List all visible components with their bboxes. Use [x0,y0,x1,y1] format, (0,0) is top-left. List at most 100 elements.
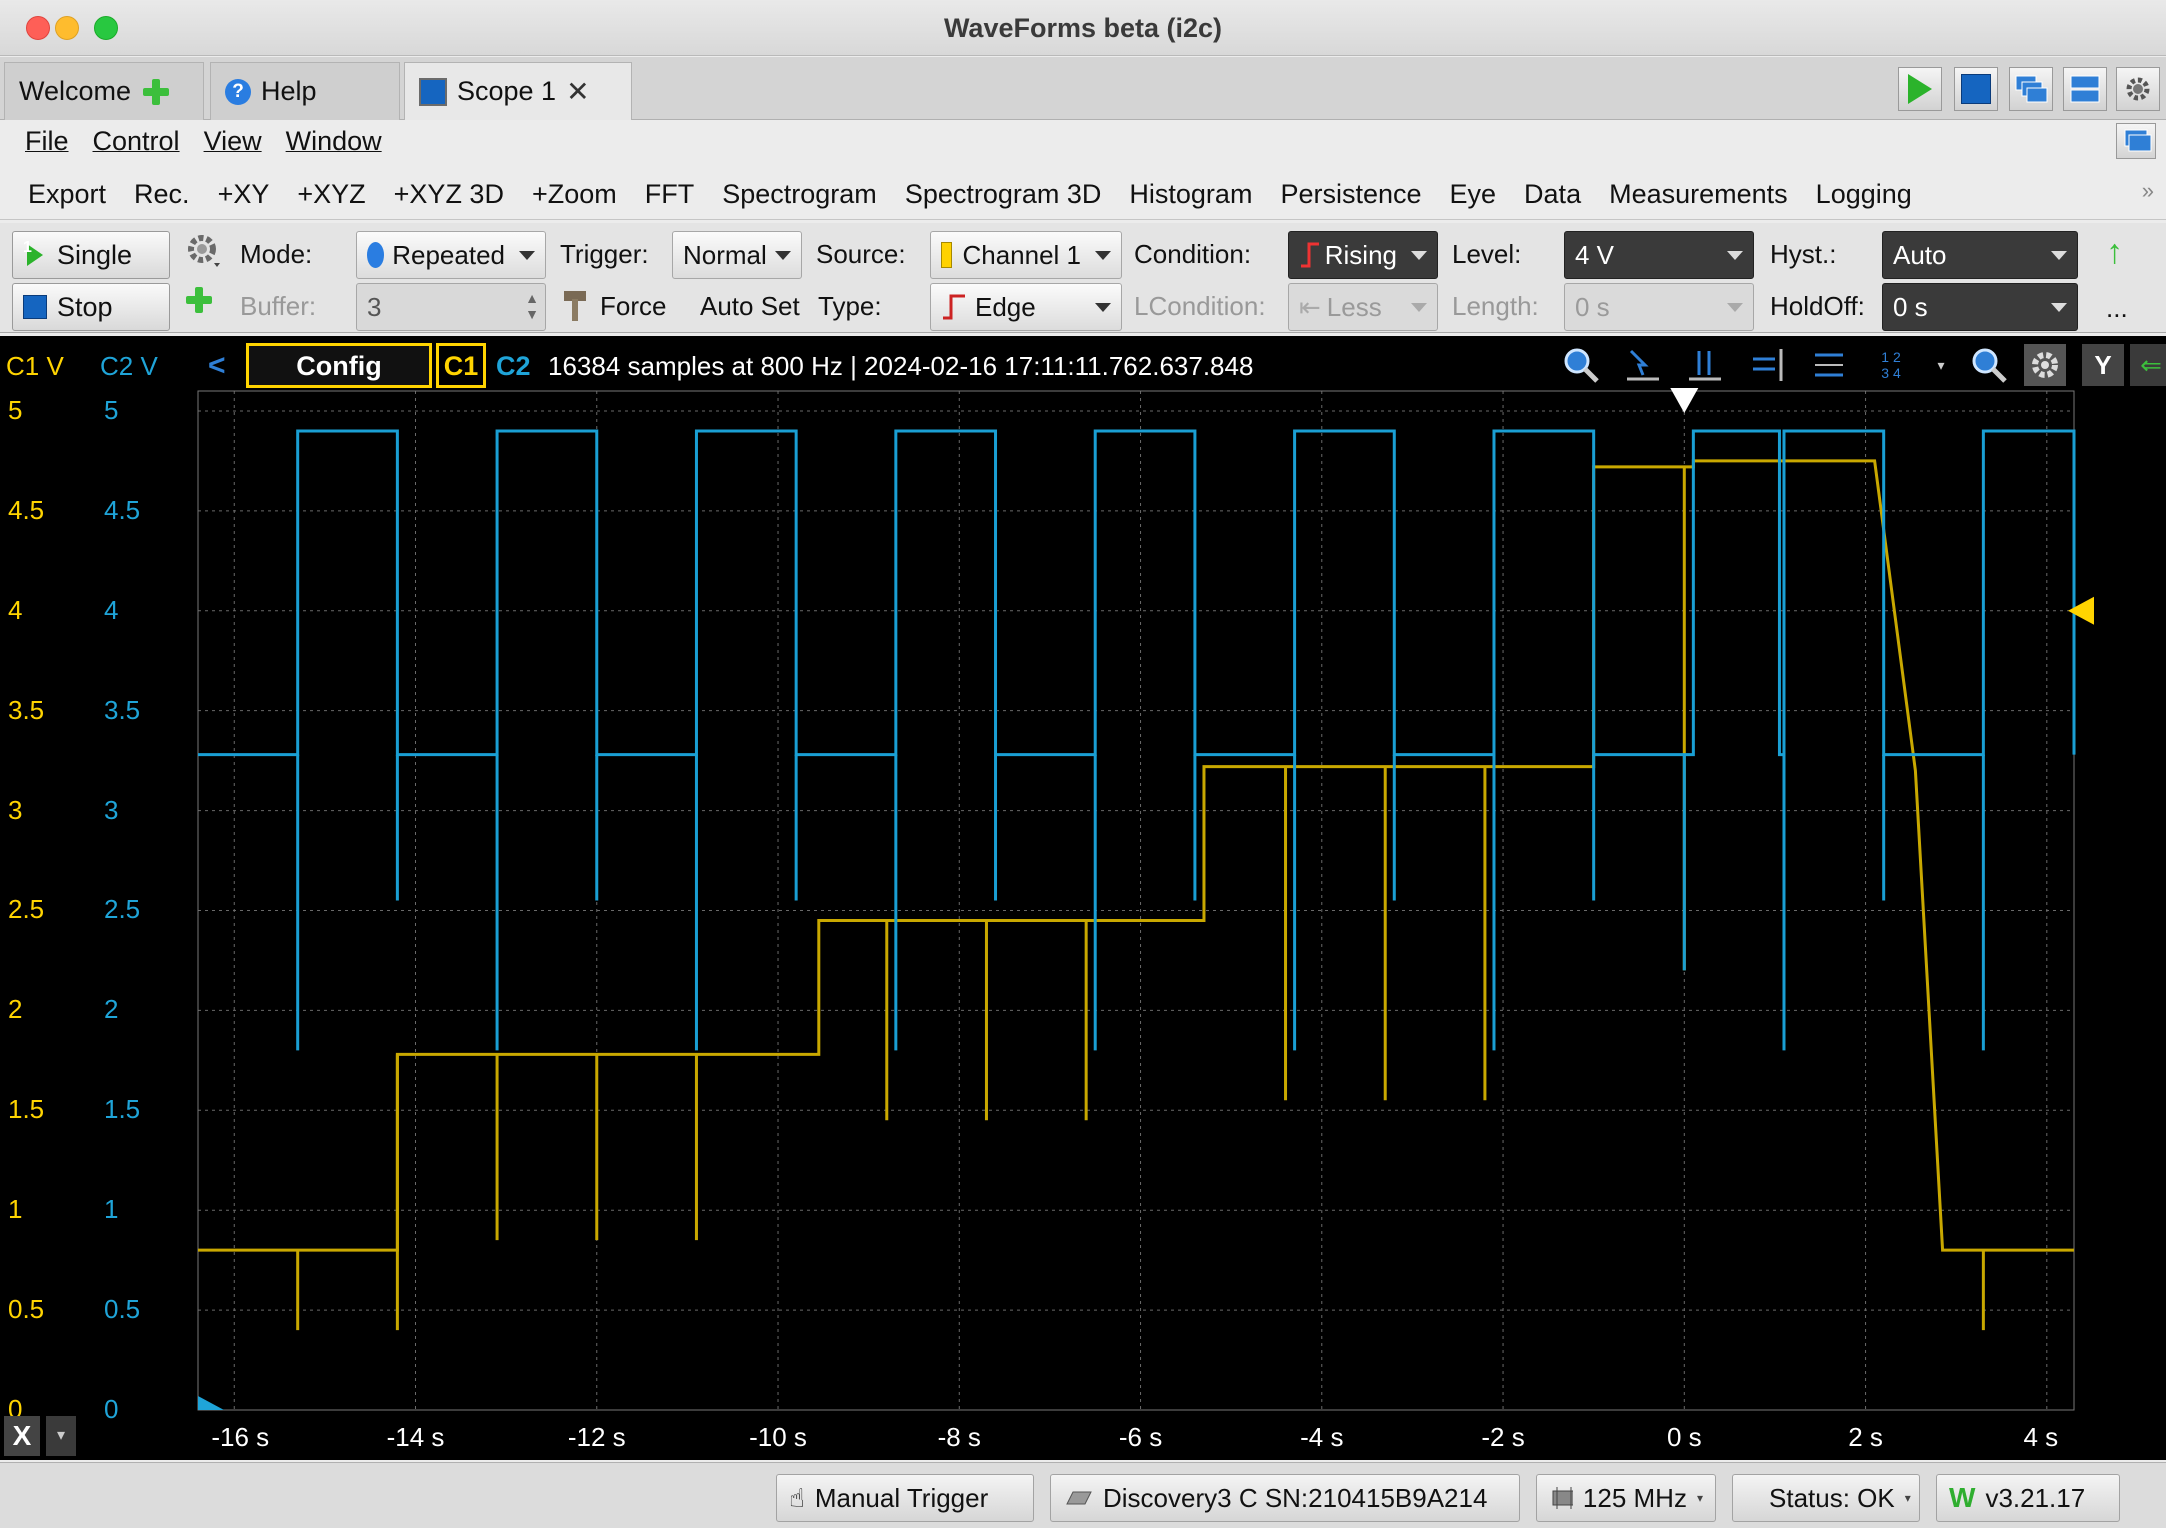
channel-2-tag[interactable]: C2 [496,351,531,381]
cursor-icon[interactable] [1622,344,1664,386]
window-title: WaveForms beta (i2c) [943,13,1223,43]
trigger-position-marker [1670,388,1699,413]
force-button[interactable]: Force [600,291,667,321]
c2-y-tick: 1.5 [104,1094,141,1125]
tab-scope-1[interactable]: Scope 1 ✕ [404,62,632,120]
settings-gear-icon[interactable] [2116,67,2160,111]
status-indicator[interactable]: Status: OK ▾ [1732,1474,1920,1522]
tool-fft[interactable]: FFT [644,179,695,209]
y-axis-button[interactable]: Y [2082,344,2124,386]
tool-spectrogram[interactable]: Spectrogram [722,179,877,209]
c2-units-label: C2 V [100,351,158,381]
zoom-out-icon[interactable] [1968,344,2010,386]
tile-windows-icon[interactable] [2063,67,2107,111]
mode-gear-icon[interactable] [184,231,224,285]
x-axis-button[interactable]: X [4,1416,40,1456]
x-axis-dropdown-icon[interactable]: ▾ [46,1416,76,1456]
type-select[interactable]: Edge [930,283,1122,331]
maximize-window-button[interactable] [94,16,118,40]
version-label: v3.21.17 [1985,1482,2086,1513]
zoom-icon[interactable] [1560,344,1602,386]
collapse-left-icon[interactable]: < [208,349,226,382]
minimize-window-button[interactable] [55,16,79,40]
arrow-up-icon[interactable]: ↑ [2106,233,2123,271]
source-select[interactable]: Channel 1 [930,231,1122,279]
vertical-cursor-icon[interactable] [1684,344,1726,386]
tab-help[interactable]: ? Help [210,62,400,120]
condition-select[interactable]: Rising [1288,231,1438,279]
tool-data[interactable]: Data [1524,179,1582,209]
force-hammer-icon[interactable] [562,283,592,337]
close-window-button[interactable] [26,16,50,40]
single-button-label: Single [57,239,133,270]
tool-xy[interactable]: +XY [217,179,270,209]
lcondition-select[interactable]: ⇤ Less [1288,283,1438,331]
tool-xyz[interactable]: +XYZ [297,179,366,209]
channel-1-tag[interactable]: C1 [436,343,486,388]
waveform-plot[interactable] [0,336,2166,1460]
version-button[interactable]: W v3.21.17 [1936,1474,2120,1522]
x-tick: 2 s [1848,1422,1883,1452]
tool-spectrogram-3d[interactable]: Spectrogram 3D [904,179,1102,209]
hyst-input[interactable]: Auto [1882,231,2078,279]
menu-bar: File Control View Window [0,121,2166,161]
menu-window[interactable]: Window [285,126,382,156]
auto-set-button[interactable]: Auto Set [700,291,800,321]
lcondition-value: Less [1326,291,1382,322]
plus-icon[interactable] [141,77,171,107]
add-icon[interactable] [184,283,214,329]
x-tick: -10 s [749,1422,807,1452]
mode-select[interactable]: Repeated [356,231,546,279]
buffer-spinbox[interactable]: 3 ▲ ▼ [356,283,546,331]
x-tick: -8 s [937,1422,981,1452]
trigger-control-panel: 1 Single Stop Mode: Buffer: Repeated 3 ▲… [0,223,2166,333]
cascade-windows-icon[interactable] [2009,67,2053,111]
scope-settings-gear-icon[interactable] [2024,344,2066,386]
tool-export[interactable]: Export [28,179,107,209]
c1-units-label: C1 V [6,351,64,381]
tool-xyz-3d[interactable]: +XYZ 3D [393,179,504,209]
horizontal-cursor-icon[interactable] [1746,344,1788,386]
run-icon[interactable] [1898,67,1942,111]
spin-arrows-icon[interactable]: ▲ ▼ [525,290,539,322]
tool-record[interactable]: Rec. [134,179,190,209]
manual-trigger-button[interactable]: ☝ Manual Trigger [776,1474,1034,1522]
menu-file[interactable]: File [25,126,69,156]
clock-select[interactable]: 125 MHz ▾ [1536,1474,1716,1522]
dropdown-arrow-icon[interactable]: ▾ [1937,356,1945,373]
manual-trigger-label: Manual Trigger [814,1482,989,1513]
expand-right-icon[interactable]: ⇐ [2130,344,2166,386]
config-button[interactable]: Config [246,343,432,388]
tool-zoom[interactable]: +Zoom [531,179,617,209]
tool-logging[interactable]: Logging [1815,179,1912,209]
repeat-icon [367,242,385,268]
overflow-chevron-icon[interactable]: » [2141,178,2154,203]
menu-control[interactable]: Control [92,126,180,156]
trigger-mode-select[interactable]: Normal [672,231,802,279]
restore-window-icon[interactable] [2116,123,2156,159]
more-options[interactable]: ... [2106,293,2128,323]
stop-icon[interactable] [1954,67,1998,111]
device-button[interactable]: Discovery3 C SN:210415B9A214 [1050,1474,1520,1522]
grid-lines-icon[interactable] [1808,344,1850,386]
length-input[interactable]: 0 s [1564,283,1754,331]
tool-persistence[interactable]: Persistence [1280,179,1422,209]
tool-measurements[interactable]: Measurements [1609,179,1788,209]
close-tab-icon[interactable]: ✕ [566,76,590,107]
length-label: Length: [1452,291,1539,321]
mode-value: Repeated [392,239,505,270]
menu-view[interactable]: View [203,126,262,156]
holdoff-input[interactable]: 0 s [1882,283,2078,331]
c2-y-tick: 0.5 [104,1294,141,1325]
level-input[interactable]: 4 V [1564,231,1754,279]
buffer-label: Buffer: [240,291,317,321]
stop-button[interactable]: Stop [12,283,170,331]
tool-histogram[interactable]: Histogram [1129,179,1253,209]
tool-eye[interactable]: Eye [1449,179,1497,209]
single-button[interactable]: 1 Single [12,231,170,279]
tab-welcome-label: Welcome [19,76,132,106]
trigger-label: Trigger: [560,239,649,269]
tab-welcome[interactable]: Welcome [4,62,204,120]
mode-label: Mode: [240,239,313,269]
